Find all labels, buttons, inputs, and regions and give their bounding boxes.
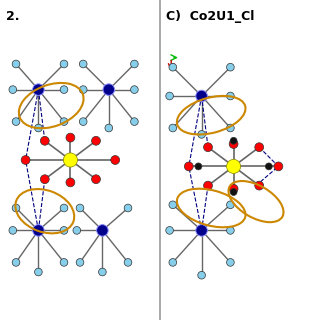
Circle shape [255, 143, 264, 152]
Text: 2.: 2. [6, 10, 20, 23]
Circle shape [169, 63, 177, 71]
Circle shape [274, 162, 283, 171]
Circle shape [198, 271, 205, 279]
Circle shape [97, 225, 108, 236]
Circle shape [12, 118, 20, 125]
Circle shape [131, 60, 138, 68]
Circle shape [60, 118, 68, 125]
Circle shape [229, 184, 238, 193]
Circle shape [227, 159, 241, 173]
Circle shape [66, 133, 75, 142]
Circle shape [9, 227, 17, 234]
Circle shape [103, 84, 115, 95]
Circle shape [60, 204, 68, 212]
Circle shape [131, 86, 138, 93]
Circle shape [63, 153, 77, 167]
Circle shape [227, 259, 234, 266]
Circle shape [230, 137, 237, 144]
Circle shape [169, 201, 177, 209]
Circle shape [169, 124, 177, 132]
Circle shape [66, 178, 75, 187]
Circle shape [12, 259, 20, 266]
Circle shape [227, 63, 234, 71]
Circle shape [76, 204, 84, 212]
Circle shape [124, 259, 132, 266]
Circle shape [60, 259, 68, 266]
Circle shape [105, 124, 113, 132]
Circle shape [265, 163, 272, 170]
Circle shape [111, 156, 120, 164]
Text: C)  Co2U1_Cl: C) Co2U1_Cl [166, 10, 255, 23]
Circle shape [12, 204, 20, 212]
Circle shape [227, 124, 234, 132]
Circle shape [99, 268, 106, 276]
Circle shape [9, 86, 17, 93]
Circle shape [204, 181, 212, 190]
Circle shape [35, 268, 42, 276]
Circle shape [166, 227, 173, 234]
Circle shape [40, 175, 49, 184]
Circle shape [255, 181, 264, 190]
Circle shape [169, 259, 177, 266]
Circle shape [60, 227, 68, 234]
Circle shape [33, 225, 44, 236]
Circle shape [40, 136, 49, 145]
Circle shape [60, 86, 68, 93]
Circle shape [198, 131, 205, 138]
Circle shape [227, 92, 234, 100]
Circle shape [79, 118, 87, 125]
Circle shape [76, 259, 84, 266]
Circle shape [79, 60, 87, 68]
Circle shape [166, 92, 173, 100]
Circle shape [195, 163, 202, 170]
Circle shape [33, 84, 44, 95]
Circle shape [204, 143, 212, 152]
Circle shape [230, 188, 237, 196]
Circle shape [92, 175, 100, 184]
Circle shape [21, 156, 30, 164]
Circle shape [35, 124, 42, 132]
Circle shape [124, 204, 132, 212]
Circle shape [227, 201, 234, 209]
Circle shape [196, 90, 207, 102]
Circle shape [60, 60, 68, 68]
Circle shape [227, 227, 234, 234]
Circle shape [73, 227, 81, 234]
Circle shape [131, 118, 138, 125]
Circle shape [12, 60, 20, 68]
Circle shape [184, 162, 193, 171]
Circle shape [196, 225, 207, 236]
Circle shape [229, 140, 238, 148]
Circle shape [92, 136, 100, 145]
Circle shape [79, 86, 87, 93]
